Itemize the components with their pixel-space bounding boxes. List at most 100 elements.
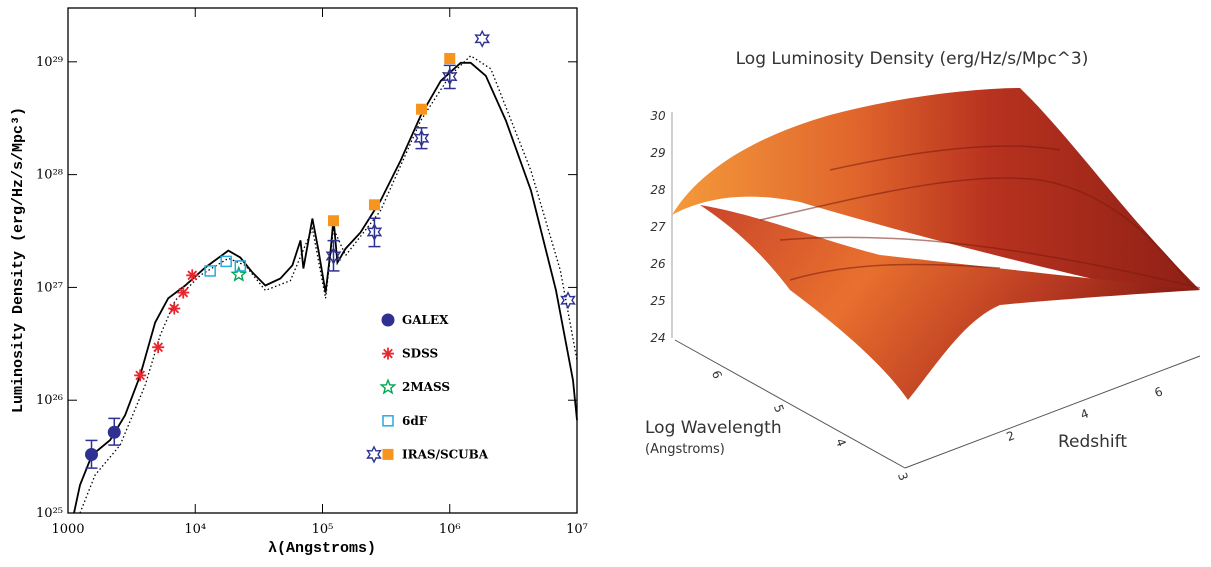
marker-circle	[85, 448, 99, 462]
marker-star6	[325, 246, 342, 266]
marker-asterisk	[168, 302, 181, 315]
marker-square-open	[220, 255, 232, 268]
z-tick-label: 27	[650, 220, 666, 234]
marker-part	[107, 425, 121, 439]
streak	[759, 177, 1191, 286]
marker-star6	[474, 29, 491, 48]
marker-part	[560, 291, 576, 310]
y-tick-label: 10²⁶	[36, 393, 63, 408]
marker-star6	[366, 222, 383, 242]
legend-label: 2MASS	[402, 380, 450, 394]
marker-part	[178, 287, 189, 298]
y-tick-label: 10²⁷	[36, 280, 63, 295]
legend-label: 6dF	[402, 414, 428, 428]
marker-square	[416, 103, 428, 115]
marker-part	[230, 265, 248, 282]
marker-part	[234, 260, 247, 272]
y-tick-label: 10²⁹	[36, 55, 63, 70]
marker-part	[204, 265, 216, 277]
legend-label: SDSS	[402, 347, 438, 361]
marker-circle	[107, 425, 121, 439]
marker-asterisk	[177, 286, 190, 299]
wavelength-axis-line	[674, 339, 906, 469]
surface-title: Log Luminosity Density (erg/Hz/s/Mpc^3)	[736, 49, 1089, 69]
redshift-axis-label: Redshift	[1058, 432, 1127, 452]
x-tick-label: 1000	[51, 522, 84, 537]
marker-part	[381, 313, 395, 327]
wavelength-tick-label: 6	[709, 369, 725, 381]
marker-square-open	[204, 265, 216, 277]
surface-streaks	[759, 145, 1201, 289]
marker-part	[382, 415, 394, 427]
marker-part	[366, 222, 383, 242]
marker-square	[382, 448, 394, 460]
redshift-tick-label: 4	[1079, 406, 1091, 422]
marker-part	[474, 29, 491, 48]
marker-part	[379, 378, 397, 395]
marker-part	[325, 246, 342, 266]
surface-top	[672, 88, 1200, 292]
wavelength-tick-label: 3	[895, 471, 911, 483]
marker-square-open	[234, 260, 247, 272]
marker-part	[383, 348, 393, 359]
marker-part	[368, 199, 380, 211]
z-tick-label: 25	[650, 294, 665, 308]
legend: GALEX SDSS 2MASS 6dF IRAS/SCUBA	[366, 313, 489, 464]
marker-star6	[441, 67, 458, 86]
marker-part	[416, 103, 428, 115]
x-tick-label: 10⁷	[566, 522, 588, 537]
streak	[779, 236, 1201, 289]
marker-star6	[413, 129, 430, 148]
marker-asterisk	[152, 341, 165, 354]
marker-part	[135, 370, 146, 381]
marker-part	[187, 270, 198, 281]
surface-front	[700, 205, 1200, 400]
marker-part	[413, 129, 430, 148]
marker-part	[327, 215, 339, 227]
z-tick-label: 24	[650, 331, 665, 345]
marker-part	[220, 255, 232, 268]
streak	[789, 263, 1001, 281]
x-tick-label: 10⁴	[184, 522, 206, 537]
marker-square	[368, 199, 380, 211]
model-line	[73, 61, 578, 514]
marker-circle	[381, 313, 395, 327]
marker-part	[441, 67, 458, 86]
x-axis-label: λ(Angstroms)	[268, 540, 376, 557]
wavelength-axis-label: Log Wavelength	[645, 418, 782, 438]
surface-plot: Log Luminosity Density (erg/Hz/s/Mpc^3) …	[645, 49, 1201, 469]
marker-star6	[366, 445, 382, 464]
wavelength-axis-note: (Angstroms)	[645, 442, 725, 457]
marker-star6	[560, 291, 576, 310]
model-line	[79, 54, 578, 514]
marker-star5	[230, 265, 248, 282]
y-tick-label: 10²⁵	[36, 506, 63, 521]
legend-label: GALEX	[402, 313, 449, 327]
z-tick-label: 26	[650, 257, 666, 271]
y-tick-label: 10²⁸	[36, 168, 63, 183]
z-tick-label: 29	[650, 146, 665, 160]
marker-part	[153, 342, 164, 353]
streak	[829, 145, 1061, 171]
x-tick-label: 10⁵	[312, 522, 334, 537]
marker-square-open	[382, 415, 394, 427]
marker-part	[85, 448, 99, 462]
marker-square	[444, 53, 456, 65]
redshift-tick-label: 2	[1005, 428, 1017, 444]
marker-star5	[379, 378, 397, 395]
redshift-axis-line	[904, 355, 1201, 469]
z-tick-label: 30	[650, 109, 666, 123]
y-axis-label: Luminosity Density (erg/Hz/s/Mpc³)	[10, 107, 27, 413]
redshift-tick-label: 6	[1153, 384, 1165, 400]
wavelength-tick-label: 5	[771, 403, 787, 415]
marker-asterisk	[134, 369, 147, 382]
marker-asterisk	[186, 269, 199, 282]
x-tick-label: 10⁶	[439, 522, 461, 537]
marker-part	[366, 445, 382, 464]
marker-part	[444, 53, 456, 65]
marker-asterisk	[382, 347, 394, 360]
marker-part	[382, 448, 394, 460]
wavelength-tick-label: 4	[833, 437, 849, 449]
legend-label: IRAS/SCUBA	[402, 447, 489, 461]
